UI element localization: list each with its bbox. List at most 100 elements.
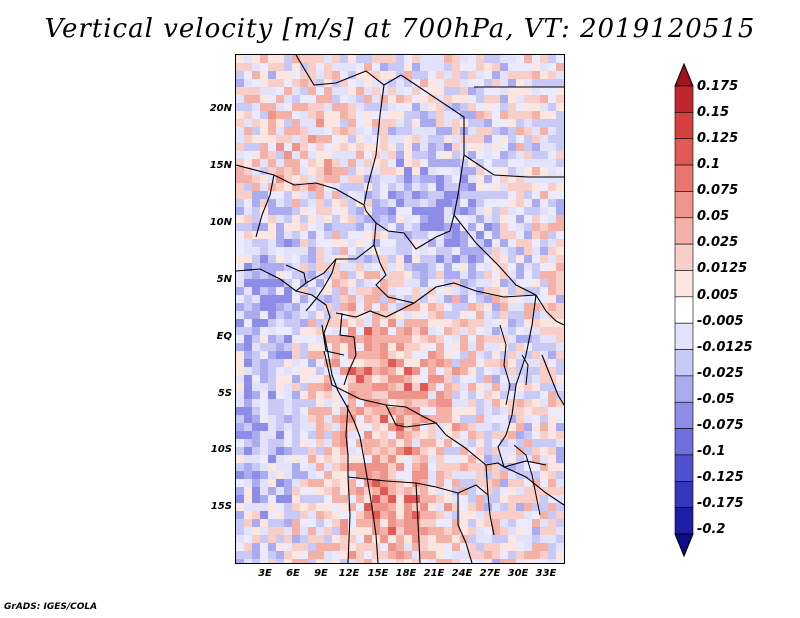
field-cell — [548, 535, 556, 543]
field-cell — [404, 263, 412, 271]
field-cell — [420, 127, 428, 135]
field-cell — [348, 343, 356, 351]
velocity-field — [236, 55, 564, 563]
field-cell — [260, 167, 268, 175]
field-cell — [428, 191, 436, 199]
field-cell — [460, 231, 468, 239]
field-cell — [276, 447, 284, 455]
field-cell — [380, 271, 388, 279]
field-cell — [484, 455, 492, 463]
field-cell — [468, 431, 476, 439]
field-cell — [300, 295, 308, 303]
field-cell — [420, 135, 428, 143]
field-cell — [284, 391, 292, 399]
field-cell — [404, 215, 412, 223]
field-cell — [372, 367, 380, 375]
field-cell — [484, 375, 492, 383]
field-cell — [540, 383, 548, 391]
field-cell — [260, 55, 268, 63]
field-cell — [236, 343, 244, 351]
field-cell — [252, 559, 260, 563]
field-cell — [268, 79, 276, 87]
field-cell — [388, 87, 396, 95]
field-cell — [284, 471, 292, 479]
field-cell — [460, 519, 468, 527]
field-cell — [516, 359, 524, 367]
field-cell — [396, 239, 404, 247]
field-cell — [236, 111, 244, 119]
field-cell — [516, 223, 524, 231]
field-cell — [500, 55, 508, 63]
field-cell — [492, 143, 500, 151]
field-cell — [252, 159, 260, 167]
field-cell — [252, 239, 260, 247]
field-cell — [324, 551, 332, 559]
field-cell — [276, 543, 284, 551]
field-cell — [284, 191, 292, 199]
field-cell — [556, 487, 564, 495]
field-cell — [412, 471, 420, 479]
field-cell — [332, 87, 340, 95]
field-cell — [308, 319, 316, 327]
field-cell — [244, 431, 252, 439]
field-cell — [324, 231, 332, 239]
field-cell — [284, 71, 292, 79]
field-cell — [236, 423, 244, 431]
field-cell — [444, 191, 452, 199]
field-cell — [348, 535, 356, 543]
field-cell — [372, 55, 380, 63]
lon-label: 3E — [258, 568, 272, 579]
field-cell — [268, 543, 276, 551]
field-cell — [500, 79, 508, 87]
field-cell — [380, 415, 388, 423]
field-cell — [396, 327, 404, 335]
field-cell — [484, 511, 492, 519]
field-cell — [260, 119, 268, 127]
field-cell — [244, 95, 252, 103]
field-cell — [332, 71, 340, 79]
field-cell — [548, 543, 556, 551]
field-cell — [348, 111, 356, 119]
field-cell — [268, 167, 276, 175]
field-cell — [420, 199, 428, 207]
field-cell — [284, 175, 292, 183]
field-cell — [492, 559, 500, 563]
field-cell — [356, 351, 364, 359]
field-cell — [524, 79, 532, 87]
field-cell — [548, 311, 556, 319]
field-cell — [364, 431, 372, 439]
field-cell — [412, 167, 420, 175]
field-cell — [532, 551, 540, 559]
field-cell — [324, 487, 332, 495]
field-cell — [428, 487, 436, 495]
field-cell — [340, 367, 348, 375]
field-cell — [332, 287, 340, 295]
field-cell — [412, 135, 420, 143]
field-cell — [260, 159, 268, 167]
field-cell — [460, 247, 468, 255]
field-cell — [500, 231, 508, 239]
field-cell — [340, 143, 348, 151]
field-cell — [372, 343, 380, 351]
field-cell — [364, 287, 372, 295]
field-cell — [404, 63, 412, 71]
field-cell — [300, 279, 308, 287]
field-cell — [548, 327, 556, 335]
field-cell — [364, 383, 372, 391]
field-cell — [236, 223, 244, 231]
field-cell — [236, 495, 244, 503]
field-cell — [436, 439, 444, 447]
field-cell — [420, 191, 428, 199]
field-cell — [548, 111, 556, 119]
field-cell — [500, 527, 508, 535]
field-cell — [540, 551, 548, 559]
field-cell — [508, 287, 516, 295]
field-cell — [468, 415, 476, 423]
field-cell — [300, 527, 308, 535]
field-cell — [388, 511, 396, 519]
field-cell — [372, 175, 380, 183]
field-cell — [308, 503, 316, 511]
field-cell — [444, 311, 452, 319]
field-cell — [316, 287, 324, 295]
field-cell — [268, 159, 276, 167]
